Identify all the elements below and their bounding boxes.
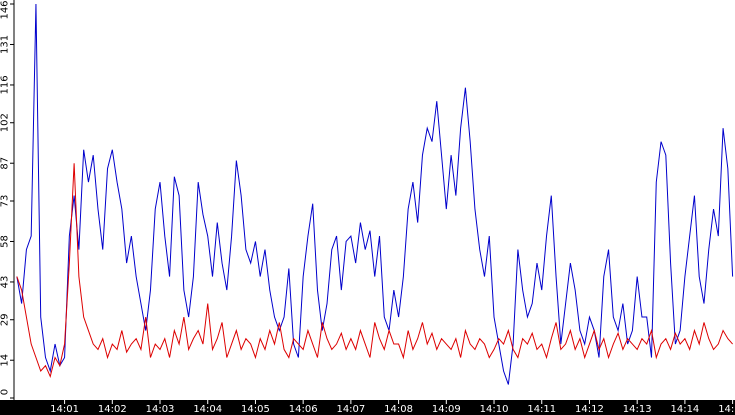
x-tick-label: 14:10 [480,404,509,415]
x-tick-label: 14:15 [718,404,735,415]
y-tick-label: 116 [0,75,10,94]
x-tick-label: 14:07 [336,404,365,415]
y-tick-label: 29 [0,313,10,326]
y-tick-label: 43 [0,276,10,289]
y-tick-label: 58 [0,235,10,248]
y-tick-label: 146 [0,0,10,19]
x-axis-band [0,400,735,415]
y-tick-label: 131 [0,35,10,54]
x-tick-label: 14:12 [575,404,604,415]
x-tick-label: 14:01 [50,404,79,415]
x-tick-label: 14:08 [384,404,413,415]
x-tick-label: 14:09 [432,404,461,415]
series-line [16,163,733,378]
x-tick-label: 14:03 [146,404,175,415]
y-tick-label: 87 [0,157,10,170]
y-tick-label: 73 [0,195,10,208]
x-tick-label: 14:04 [193,404,222,415]
x-tick-label: 14:11 [527,404,556,415]
y-tick-label: 102 [0,113,10,132]
x-tick-label: 14:06 [289,404,318,415]
series-line [16,3,734,385]
x-tick-label: 14:05 [241,404,270,415]
x-tick-label: 14:02 [98,404,127,415]
y-tick-label: 0 [0,389,10,395]
x-tick-label: 14:14 [670,404,699,415]
x-tick-label: 14:13 [623,404,652,415]
y-tick-label: 14 [0,354,10,367]
